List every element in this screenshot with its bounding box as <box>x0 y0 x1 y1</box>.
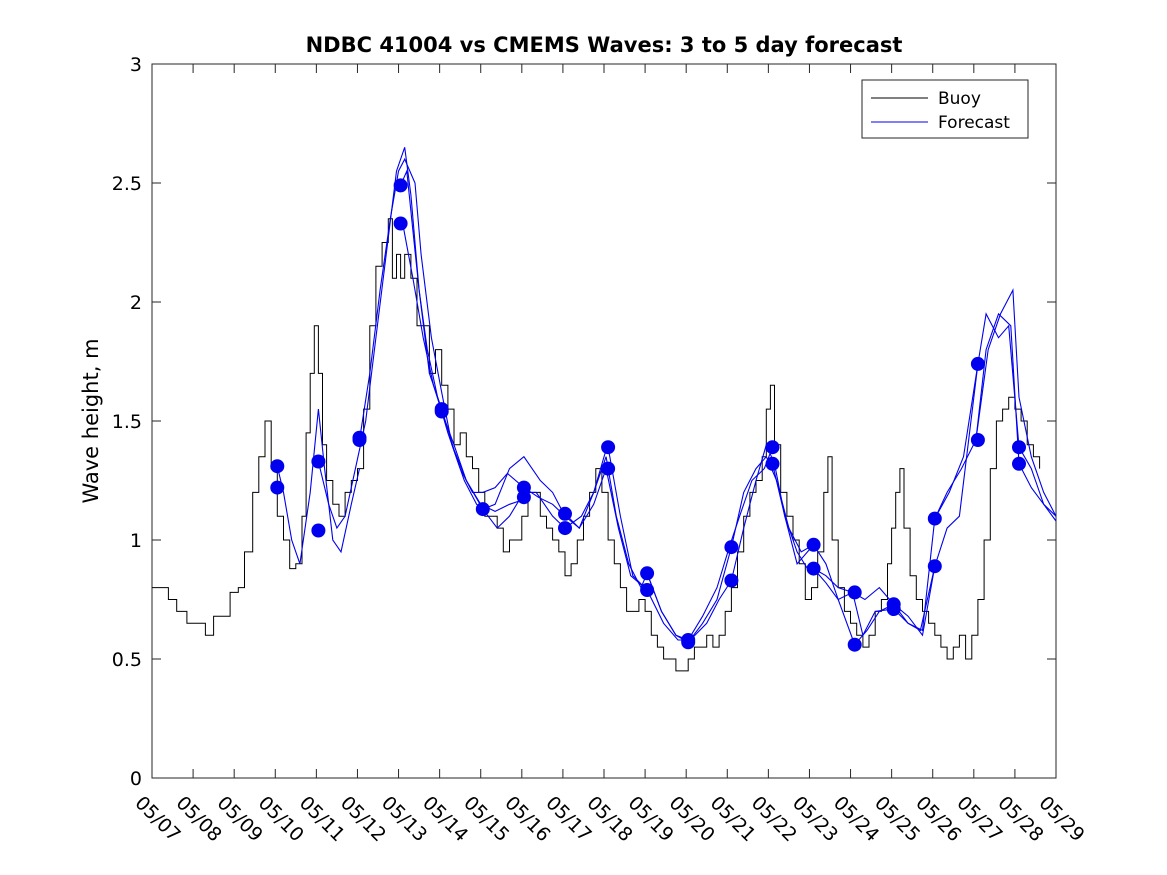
forecast-marker-32 <box>927 559 942 574</box>
forecast-marker-31 <box>927 511 942 526</box>
plot-area <box>151 63 1057 779</box>
forecast-run-line-3 <box>400 168 525 493</box>
forecast-marker-10 <box>475 502 490 517</box>
y-tick-label: 2.5 <box>112 173 142 195</box>
y-axis-ticks: 0 0.5 1 1.5 2 2.5 3 <box>112 54 1056 790</box>
forecast-marker-20 <box>681 635 696 650</box>
y-tick-label: 1 <box>130 530 142 552</box>
y-tick-label: 0.5 <box>112 649 142 671</box>
forecast-run-line-18 <box>975 288 1057 517</box>
forecast-marker-36 <box>1012 456 1026 471</box>
legend-buoy-label: Buoy <box>938 89 981 109</box>
forecast-marker-15 <box>601 440 616 455</box>
forecast-marker-25 <box>806 537 821 552</box>
forecast-run-line-7 <box>523 466 648 591</box>
forecast-marker-24 <box>765 456 780 471</box>
forecast-marker-33 <box>970 356 985 371</box>
forecast-run-line-17 <box>934 312 1057 522</box>
forecast-marker-17 <box>640 566 655 581</box>
forecast-run-line-5 <box>441 408 566 517</box>
forecast-marker-3 <box>311 523 326 538</box>
forecast-marker-9 <box>434 404 449 419</box>
forecast-marker-28 <box>847 637 862 652</box>
forecast-marker-18 <box>640 583 655 597</box>
legend-box <box>861 79 1029 139</box>
forecast-marker-6 <box>393 178 408 193</box>
legend-forecast-label: Forecast <box>938 113 1010 133</box>
y-axis-label: Wave height, m <box>79 338 103 503</box>
forecast-marker-34 <box>970 433 985 447</box>
forecast-run-line-15 <box>854 363 979 646</box>
forecast-marker-1 <box>270 480 285 495</box>
forecast-marker-22 <box>724 573 739 588</box>
forecast-marker-11 <box>516 480 531 495</box>
forecast-marker-7 <box>393 216 408 231</box>
forecast-marker-16 <box>601 461 616 476</box>
forecast-marker-23 <box>765 440 780 455</box>
forecast-marker-12 <box>516 490 531 505</box>
forecast-marker-14 <box>558 521 572 536</box>
forecast-marker-27 <box>847 585 862 600</box>
forecast-marker-2 <box>311 454 326 469</box>
forecast-run-line-2 <box>358 157 484 510</box>
forecast-marker-13 <box>558 506 572 521</box>
forecast-run-line-4 <box>402 223 525 513</box>
y-tick-label: 0 <box>130 768 142 790</box>
forecast-marker-26 <box>806 561 821 576</box>
forecast-run-line-10 <box>646 447 774 641</box>
forecast-run-line-0 <box>276 409 361 564</box>
forecast-run-line-19 <box>1018 463 1057 517</box>
legend: Buoy Forecast <box>861 79 1029 139</box>
y-tick-label: 2 <box>130 292 142 314</box>
buoy-series-line <box>152 218 1041 672</box>
forecast-marker-21 <box>724 540 739 555</box>
forecast-run-line-11 <box>687 455 814 643</box>
y-tick-label: 3 <box>130 54 142 76</box>
forecast-run-line-6 <box>482 449 607 529</box>
y-tick-label: 1.5 <box>112 411 142 433</box>
forecast-run-line-16 <box>893 312 1020 632</box>
forecast-run-line-9 <box>607 447 732 641</box>
forecast-marker-30 <box>886 602 901 616</box>
forecast-marker-5 <box>352 430 367 445</box>
forecast-marker-0 <box>270 459 285 474</box>
series-layer <box>152 147 1057 672</box>
chart-title: NDBC 41004 vs CMEMS Waves: 3 to 5 day fo… <box>306 33 903 57</box>
forecast-marker-35 <box>1012 440 1026 455</box>
forecast-run-line-12 <box>730 443 856 645</box>
